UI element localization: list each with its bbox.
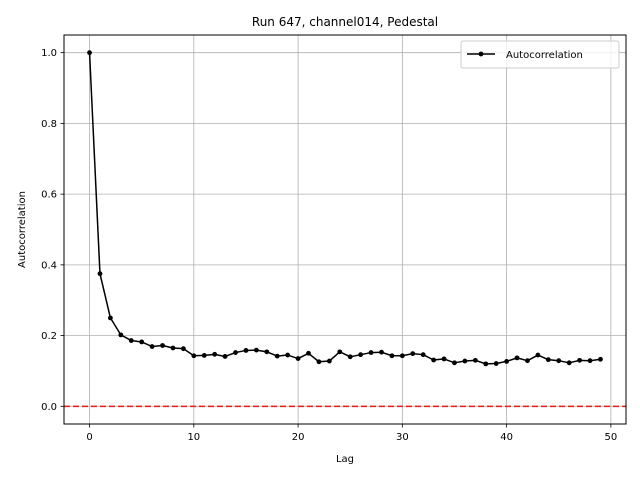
data-point	[264, 349, 270, 355]
legend-label: Autocorrelation	[506, 50, 583, 61]
data-point	[347, 354, 353, 360]
legend: Autocorrelation	[460, 40, 620, 69]
x-axis-title: Lag	[336, 454, 354, 465]
data-point	[128, 338, 134, 343]
data-point	[170, 345, 176, 351]
series-layer	[87, 50, 603, 367]
data-point	[399, 353, 405, 359]
data-point	[107, 315, 113, 321]
data-point	[410, 351, 416, 357]
y-tick-label: 0.2	[41, 331, 57, 342]
data-point	[212, 351, 218, 357]
data-point	[441, 356, 447, 362]
data-point	[566, 360, 572, 366]
data-point	[253, 347, 259, 353]
data-point	[493, 361, 499, 366]
data-point	[337, 349, 343, 355]
data-point	[525, 358, 530, 364]
data-point	[222, 354, 228, 359]
x-tick-label: 30	[396, 432, 409, 443]
data-point	[326, 358, 332, 364]
data-point	[358, 352, 364, 358]
x-tick-label: 40	[500, 432, 513, 443]
legend-box	[460, 40, 620, 69]
data-point	[452, 360, 457, 366]
y-tick-label: 0.0	[41, 402, 57, 413]
data-point	[535, 352, 541, 358]
data-point	[368, 350, 374, 355]
y-tick-label: 0.4	[41, 260, 57, 271]
data-point	[201, 352, 207, 358]
x-tick-label: 20	[292, 432, 305, 443]
data-point	[87, 50, 92, 56]
data-point	[420, 352, 426, 358]
data-point	[545, 357, 551, 363]
data-point	[598, 356, 603, 362]
data-point	[483, 361, 489, 367]
x-axis: 0 10 20 30 40 50	[86, 424, 617, 443]
x-tick-label: 0	[86, 432, 92, 443]
data-point	[160, 343, 165, 348]
data-point	[118, 332, 124, 338]
data-point	[389, 353, 395, 359]
x-tick-label: 10	[187, 432, 200, 443]
legend-marker-sample	[478, 51, 484, 57]
data-point	[316, 359, 322, 365]
data-point	[587, 358, 593, 364]
data-point	[243, 348, 249, 353]
data-point	[97, 271, 103, 277]
y-axis-title: Autocorrelation	[17, 191, 28, 268]
data-point	[139, 339, 145, 345]
data-point	[274, 353, 280, 359]
y-tick-label: 0.6	[41, 190, 57, 201]
data-point	[180, 346, 186, 352]
chart-title: Run 647, channel014, Pedestal	[252, 15, 438, 29]
data-point	[306, 350, 311, 356]
y-tick-label: 0.8	[41, 119, 57, 130]
data-point	[514, 355, 520, 361]
plot-frame	[63, 34, 627, 425]
data-point	[504, 359, 510, 364]
data-point	[556, 358, 562, 364]
data-point	[577, 357, 583, 363]
data-point	[472, 357, 478, 363]
data-point	[191, 353, 197, 359]
data-point	[379, 349, 384, 355]
data-point	[462, 358, 468, 364]
data-point	[295, 356, 301, 361]
data-point	[285, 352, 291, 358]
x-tick-label: 50	[605, 432, 618, 443]
data-point	[233, 350, 238, 355]
data-point	[431, 357, 437, 363]
y-tick-label: 1.0	[41, 48, 57, 59]
y-axis: 0.0 0.2 0.4 0.6 0.8 1.0	[41, 48, 64, 413]
data-point	[149, 344, 155, 349]
